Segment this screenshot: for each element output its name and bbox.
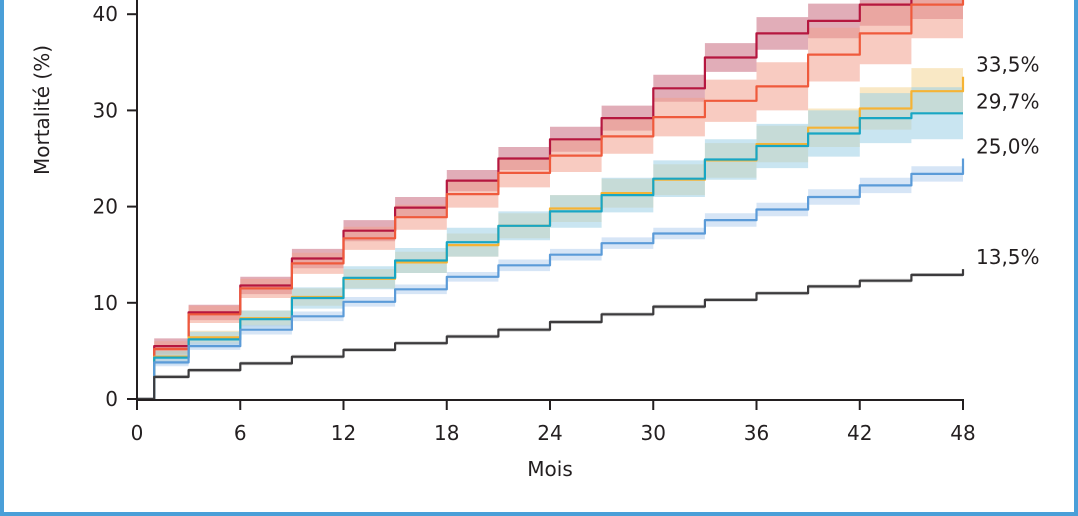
x-ticks: 0 6 12 18 24 30 36 42 48	[131, 400, 976, 445]
confidence-band-4	[137, 87, 963, 400]
y-tick-label: 40	[93, 2, 118, 26]
end-value-label: 25,0%	[976, 135, 1040, 159]
y-tick-label: 10	[93, 291, 118, 315]
x-tick-label: 30	[641, 421, 666, 445]
x-tick-label: 42	[847, 421, 872, 445]
x-tick-label: 6	[234, 421, 247, 445]
end-value-label: 13,5%	[976, 245, 1040, 269]
x-tick-label: 36	[744, 421, 769, 445]
confidence-bands	[137, 0, 963, 400]
y-axis-title: Mortalité (%)	[30, 45, 54, 175]
end-value-labels: 33,5% 29,7% 25,0% 13,5%	[976, 53, 1040, 269]
end-value-label: 33,5%	[976, 53, 1040, 77]
x-tick-label: 0	[131, 421, 144, 445]
series-line-6	[137, 269, 965, 401]
x-axis-title: Mois	[527, 457, 572, 481]
y-ticks: 0 10 20 30 40	[93, 2, 137, 411]
series-line-2	[137, 0, 965, 401]
x-tick-label: 18	[434, 421, 459, 445]
x-tick-label: 24	[537, 421, 562, 445]
series-lines	[137, 0, 965, 401]
y-tick-label: 30	[93, 98, 118, 122]
end-value-label: 29,7%	[976, 89, 1040, 113]
series-line-5	[137, 158, 965, 401]
y-tick-label: 0	[105, 387, 118, 411]
x-tick-label: 12	[331, 421, 356, 445]
x-tick-label: 48	[950, 421, 975, 445]
y-tick-label: 20	[93, 195, 118, 219]
